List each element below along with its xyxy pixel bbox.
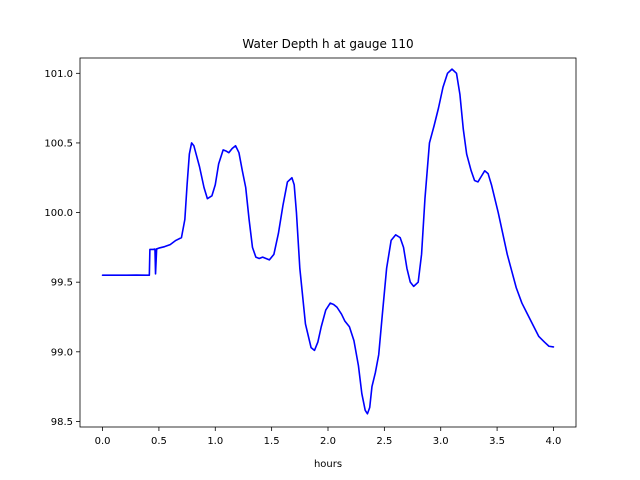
x-tick-label: 3.0 — [433, 436, 449, 447]
x-tick-label: 4.0 — [546, 436, 562, 447]
chart-title: Water Depth h at gauge 110 — [242, 37, 413, 51]
y-tick-label: 99.0 — [51, 347, 73, 358]
x-tick-label: 1.5 — [264, 436, 280, 447]
plot-area — [101, 68, 555, 415]
y-tick-label: 98.5 — [51, 417, 73, 428]
x-tick-label: 0.0 — [95, 436, 111, 447]
x-tick-label: 2.5 — [376, 436, 392, 447]
x-axis-label: hours — [314, 459, 342, 470]
y-tick-label: 100.5 — [44, 138, 73, 149]
x-axis: 0.0 0.5 1.0 1.5 2.0 2.5 3.0 3.5 4.0 — [95, 427, 562, 447]
y-tick-label: 100.0 — [44, 208, 73, 219]
x-tick-label: 0.5 — [151, 436, 167, 447]
x-tick-label: 3.5 — [489, 436, 505, 447]
y-axis: 98.5 99.0 99.5 100.0 100.5 101.0 — [44, 69, 80, 428]
series-line-water-depth — [101, 68, 555, 415]
y-tick-label: 99.5 — [51, 278, 73, 289]
x-tick-label: 1.0 — [207, 436, 223, 447]
x-tick-label: 2.0 — [320, 436, 336, 447]
y-tick-label: 101.0 — [44, 69, 73, 80]
